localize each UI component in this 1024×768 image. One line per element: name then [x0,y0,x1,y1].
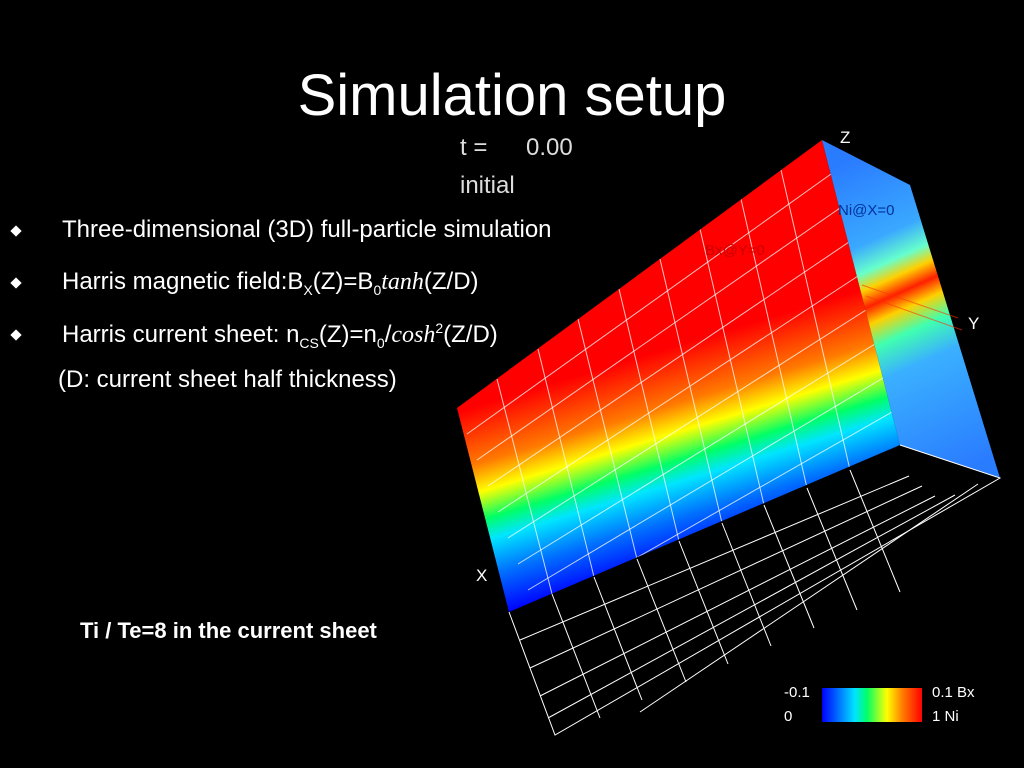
bullet-text: Harris current sheet: nCS(Z)=n0/cosh2(Z/… [62,320,498,351]
time-value: 0.00 [526,134,573,161]
slide-title: Simulation setup [297,63,727,128]
axis-label-y: Y [968,314,980,333]
axis-label-z: Z [840,128,851,147]
bottom-wireframe [508,444,1002,736]
bullet-text: Three-dimensional (3D) full-particle sim… [62,216,552,243]
bx-panel-label: Bx@Y=0 [705,242,765,259]
time-readout: t = 0.00 [460,134,573,162]
time-label: t = [460,134,488,161]
ni-face [822,140,1000,478]
axis-label-x: X [476,566,488,585]
bx-face [457,140,900,612]
colorbar-min-bx: -0.1 [784,684,810,701]
bullet-text: Harris magnetic field:BX(Z)=B0tanh(Z/D) [62,268,479,298]
ni-panel-label: Ni@X=0 [838,202,895,219]
colorbar [822,688,922,722]
thickness-note: (D: current sheet half thickness) [58,366,397,393]
time-state: initial [460,172,515,199]
colorbar-max-bx: 0.1 Bx [932,684,975,701]
colorbar-min-ni: 0 [784,708,793,725]
colorbar-max-ni: 1 Ni [932,708,959,725]
temperature-ratio: Ti / Te=8 in the current sheet [80,618,377,643]
